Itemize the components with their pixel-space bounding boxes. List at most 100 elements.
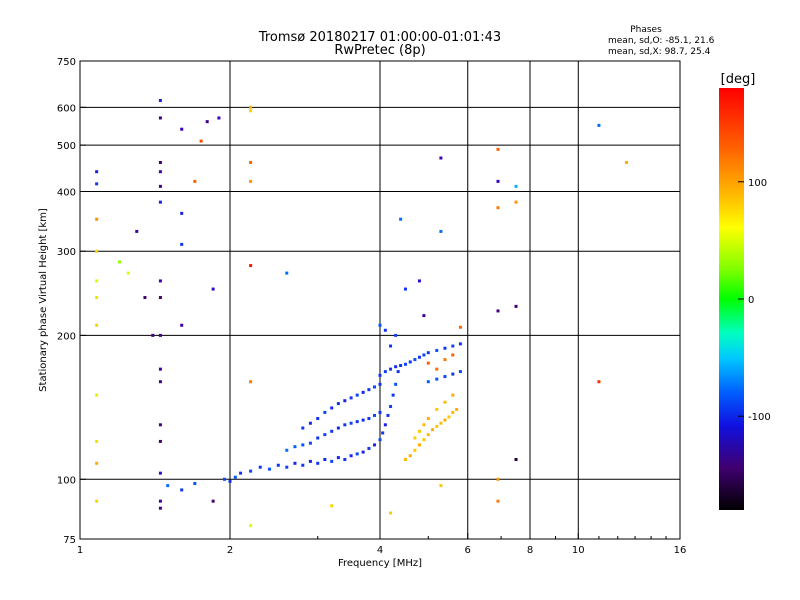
y-axis-label: Stationary phase Virtual Height [km] <box>38 208 49 392</box>
x-axis-label: Frequency [MHz] <box>338 558 422 569</box>
data-point <box>386 413 390 417</box>
y-tick-label: 100 <box>57 475 76 486</box>
data-point <box>180 323 184 327</box>
data-point <box>158 170 162 174</box>
data-point <box>211 499 215 503</box>
data-point <box>378 438 382 442</box>
data-point <box>343 457 347 461</box>
data-point <box>308 421 312 425</box>
data-points <box>95 99 629 528</box>
y-axis-ticks: 75 100 200 300 400 500 600 750 <box>57 57 86 546</box>
data-point <box>233 475 237 479</box>
data-point <box>158 499 162 503</box>
data-point <box>158 116 162 120</box>
data-point <box>308 459 312 463</box>
y-tick-label: 400 <box>57 187 76 198</box>
data-point <box>316 461 320 465</box>
data-point <box>426 380 430 384</box>
data-point <box>422 423 426 427</box>
data-point <box>443 358 447 362</box>
data-point <box>249 524 253 528</box>
data-point <box>389 404 393 408</box>
colorbar-label: [deg] <box>721 72 756 87</box>
data-point <box>249 179 253 183</box>
data-point <box>378 323 382 327</box>
colorbar-tick-label: -100 <box>748 412 771 423</box>
data-point <box>95 249 99 253</box>
data-point <box>381 431 385 435</box>
data-point <box>180 127 184 131</box>
data-point <box>199 139 203 143</box>
data-point <box>417 429 421 433</box>
data-point <box>349 396 353 400</box>
data-point <box>330 504 334 508</box>
data-point <box>451 353 455 357</box>
data-point <box>126 271 130 275</box>
data-point <box>308 441 312 445</box>
data-point <box>394 365 398 369</box>
data-point <box>443 418 447 422</box>
data-point <box>158 471 162 475</box>
data-point <box>166 484 170 488</box>
data-point <box>239 471 243 475</box>
data-point <box>336 402 340 406</box>
stats-heading: Phases <box>630 25 662 35</box>
data-point <box>378 382 382 386</box>
data-point <box>330 429 334 433</box>
data-point <box>451 344 455 348</box>
data-point <box>417 355 421 359</box>
data-point <box>180 211 184 215</box>
y-tick-label: 600 <box>57 103 76 114</box>
data-point <box>158 333 162 337</box>
data-point <box>193 481 197 485</box>
data-point <box>426 351 430 355</box>
data-point <box>323 410 327 414</box>
data-point <box>355 452 359 456</box>
data-point <box>389 344 393 348</box>
data-point <box>151 333 155 337</box>
data-point <box>422 353 426 357</box>
chart-title: Tromsø 20180217 01:00:00-01:01:43 <box>258 30 501 45</box>
data-point <box>408 360 412 364</box>
data-point <box>349 454 353 458</box>
data-point <box>389 367 393 371</box>
data-point <box>158 99 162 103</box>
y-tick-label: 300 <box>57 247 76 258</box>
data-point <box>391 393 395 397</box>
data-point <box>403 362 407 366</box>
data-point <box>408 454 412 458</box>
data-point <box>383 423 387 427</box>
y-tick-label: 750 <box>57 57 76 68</box>
data-point <box>496 499 500 503</box>
data-point <box>422 438 426 442</box>
stats-line-o: mean, sd,O: -85.1, 21.6 <box>608 36 715 46</box>
x-tick-label: 2 <box>227 545 233 556</box>
data-point <box>394 382 398 386</box>
data-point <box>361 418 365 422</box>
data-point <box>95 439 99 443</box>
x-tick-label: 1 <box>77 545 83 556</box>
data-point <box>399 363 403 367</box>
data-point <box>301 443 305 447</box>
data-point <box>514 457 518 461</box>
data-point <box>267 467 271 471</box>
data-point <box>383 328 387 332</box>
data-point <box>117 260 121 264</box>
data-point <box>158 367 162 371</box>
x-tick-label: 8 <box>527 545 533 556</box>
stats-line-x: mean, sd,X: 98.7, 25.4 <box>608 47 711 57</box>
data-point <box>95 296 99 300</box>
data-point <box>496 309 500 313</box>
y-tick-label: 75 <box>63 535 76 546</box>
data-point <box>211 287 215 291</box>
data-point <box>417 443 421 447</box>
data-point <box>399 217 403 221</box>
data-point <box>95 217 99 221</box>
data-point <box>403 287 407 291</box>
data-point <box>455 407 459 411</box>
x-axis-ticks: 1 2 4 6 8 10 16 <box>77 533 686 556</box>
data-point <box>383 370 387 374</box>
data-point <box>158 184 162 188</box>
data-point <box>422 314 426 318</box>
